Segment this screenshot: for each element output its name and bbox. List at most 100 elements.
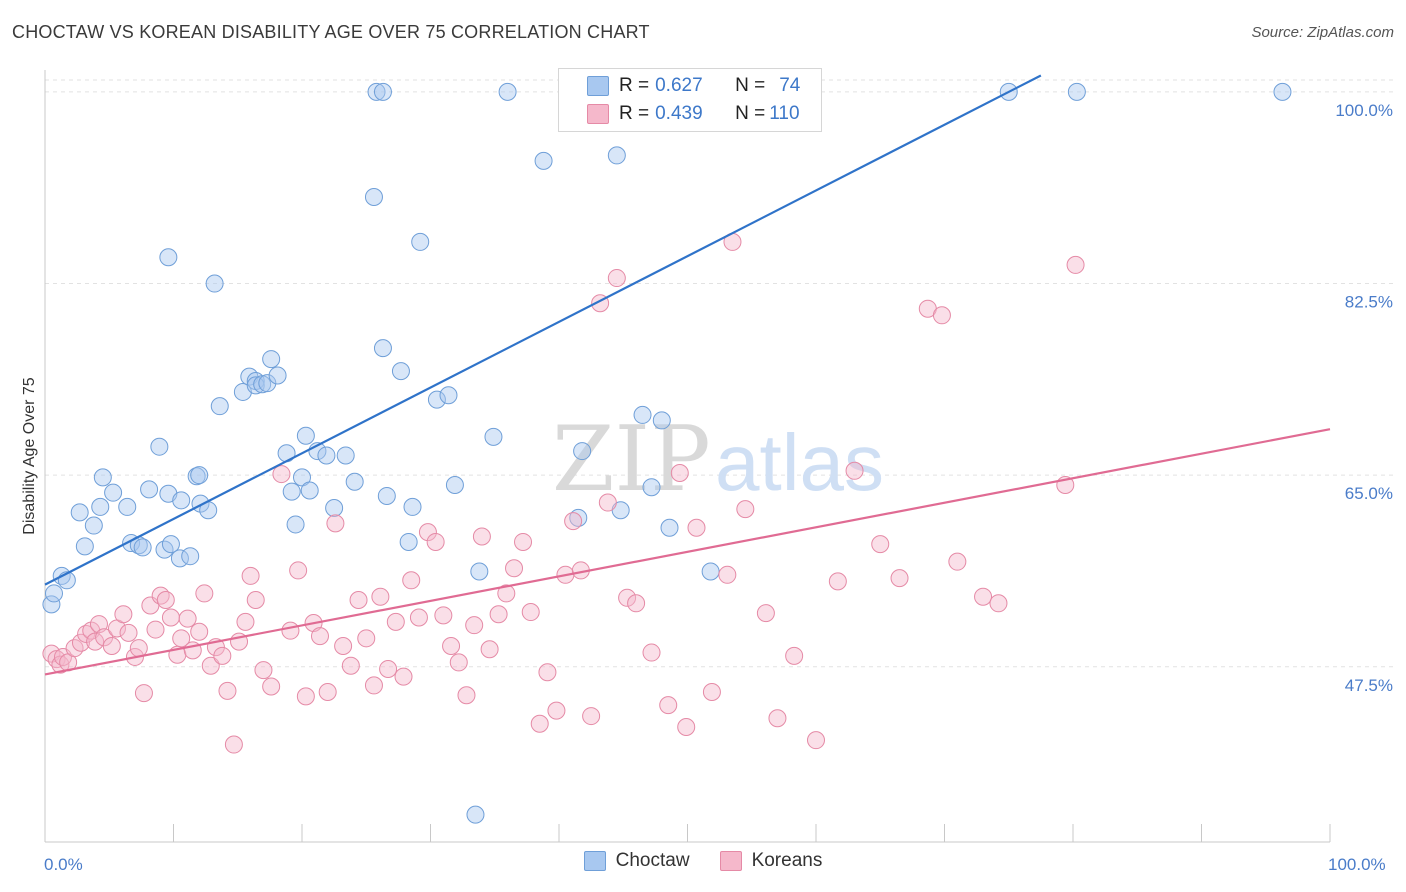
point-koreans	[281, 621, 300, 640]
point-choctaw	[660, 518, 679, 537]
point-choctaw	[140, 480, 159, 499]
point-choctaw	[411, 232, 430, 251]
point-koreans	[334, 636, 353, 655]
point-koreans	[254, 661, 273, 680]
y-tick-label: 47.5%	[1345, 676, 1393, 695]
point-koreans	[77, 624, 96, 643]
point-choctaw	[466, 805, 485, 824]
point-koreans	[246, 590, 265, 609]
point-choctaw	[498, 82, 517, 101]
point-koreans	[201, 656, 220, 675]
point-koreans	[161, 608, 180, 627]
point-koreans	[948, 552, 967, 571]
point-choctaw	[652, 411, 671, 430]
data-points	[42, 82, 1292, 824]
point-koreans	[190, 622, 209, 641]
point-koreans	[807, 731, 825, 750]
point-choctaw	[1273, 82, 1292, 101]
point-choctaw	[367, 82, 386, 101]
point-choctaw	[573, 442, 592, 461]
point-choctaw	[282, 482, 301, 501]
point-koreans	[134, 684, 153, 703]
point-choctaw	[403, 497, 422, 516]
point-choctaw	[345, 472, 364, 491]
point-koreans	[86, 632, 105, 651]
point-choctaw	[484, 427, 503, 446]
point-koreans	[318, 682, 337, 701]
point-koreans	[224, 735, 243, 754]
point-koreans	[845, 461, 864, 480]
point-choctaw	[391, 362, 410, 381]
point-koreans	[670, 463, 689, 482]
point-koreans	[642, 643, 661, 662]
stats-legend: R = 0.627 N = 74 R = 0.439 N = 110	[558, 68, 822, 132]
point-choctaw	[104, 483, 123, 502]
point-koreans	[434, 606, 453, 625]
point-koreans	[564, 512, 583, 531]
point-koreans	[426, 532, 445, 551]
point-choctaw	[181, 547, 200, 566]
point-koreans	[756, 604, 775, 623]
point-choctaw	[373, 339, 392, 358]
series-legend: Choctaw Koreans	[0, 850, 1406, 872]
point-choctaw	[439, 386, 458, 405]
trend-line-koreans	[44, 428, 1331, 676]
point-choctaw	[1067, 82, 1086, 101]
point-choctaw	[118, 497, 137, 516]
point-koreans	[677, 718, 696, 737]
point-koreans	[538, 663, 557, 682]
point-choctaw	[44, 584, 63, 603]
point-koreans	[1066, 255, 1085, 274]
legend-item-choctaw: Choctaw	[583, 850, 690, 872]
point-koreans	[418, 523, 437, 542]
point-koreans	[272, 465, 291, 484]
point-choctaw	[42, 595, 61, 614]
watermark-atlas: atlas	[715, 418, 884, 507]
legend-label-choctaw: Choctaw	[615, 850, 690, 871]
watermark: ZIP atlas	[552, 407, 884, 512]
y-tick-label: 100.0%	[1335, 101, 1393, 120]
point-choctaw	[84, 516, 103, 535]
point-koreans	[480, 640, 499, 659]
point-koreans	[409, 608, 428, 627]
point-koreans	[505, 559, 524, 578]
point-koreans	[932, 306, 951, 325]
point-choctaw	[268, 366, 287, 385]
point-choctaw	[336, 446, 355, 465]
point-koreans	[974, 587, 993, 606]
point-choctaw	[70, 503, 89, 522]
point-koreans	[687, 518, 706, 537]
point-choctaw	[75, 537, 94, 556]
point-koreans	[379, 659, 398, 678]
point-choctaw	[364, 188, 383, 207]
point-koreans	[310, 627, 329, 646]
point-choctaw	[296, 426, 315, 445]
point-koreans	[146, 620, 165, 639]
x-tick-max: 100.0%	[1328, 855, 1386, 874]
point-choctaw	[262, 350, 281, 369]
point-koreans	[449, 653, 468, 672]
legend-label-koreans: Koreans	[751, 850, 823, 871]
point-choctaw	[470, 562, 489, 581]
legend-r-label: R =	[619, 103, 650, 124]
point-choctaw	[93, 468, 112, 487]
legend-r-label: R =	[619, 75, 650, 96]
axes	[44, 70, 1331, 843]
point-choctaw	[373, 82, 392, 101]
point-choctaw	[399, 532, 418, 551]
legend-swatch-koreans	[719, 851, 742, 871]
y-tick-label: 82.5%	[1345, 293, 1393, 312]
point-koreans	[457, 686, 476, 705]
point-choctaw	[150, 437, 169, 456]
point-choctaw	[701, 562, 720, 581]
legend-r-value: 0.627	[655, 75, 703, 96]
trend-line-choctaw	[44, 74, 1042, 586]
point-choctaw	[133, 538, 152, 557]
point-koreans	[465, 616, 484, 635]
point-choctaw	[253, 375, 272, 394]
point-koreans	[627, 594, 646, 613]
x-tick-min: 0.0%	[44, 855, 83, 874]
point-koreans	[364, 676, 383, 695]
point-koreans	[618, 588, 637, 607]
